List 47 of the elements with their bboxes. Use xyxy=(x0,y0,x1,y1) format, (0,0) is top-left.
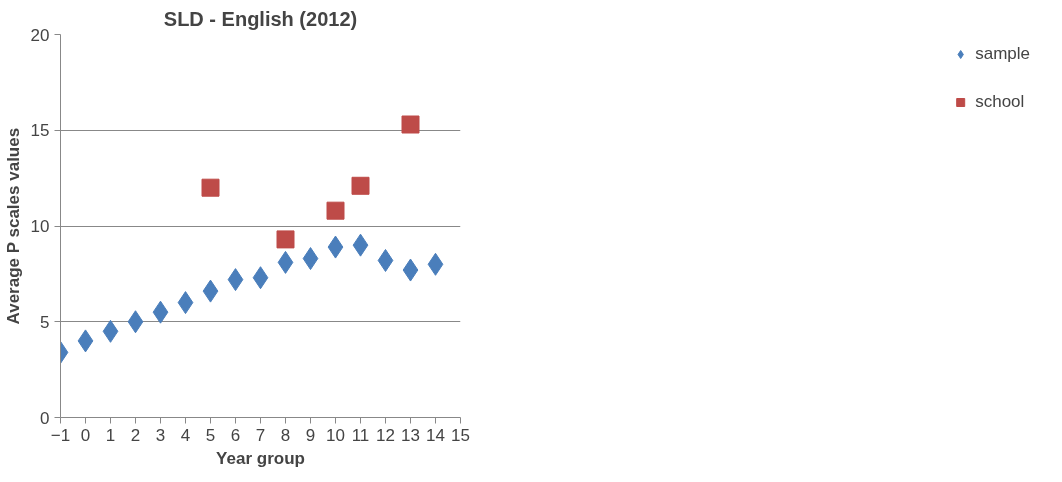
y-tick-label: 15 xyxy=(30,121,50,141)
point xyxy=(127,310,144,334)
point xyxy=(276,230,295,249)
x-axis-title: Year group xyxy=(216,448,305,468)
x-tick-label: 12 xyxy=(376,425,395,445)
chart-title: SLD - English (2012) xyxy=(163,7,358,30)
x-tick-label: 10 xyxy=(326,425,345,445)
y-axis-title: Average P scales values xyxy=(3,127,23,325)
point xyxy=(377,248,394,272)
point xyxy=(402,258,419,282)
legend-label: sample xyxy=(975,44,1030,64)
x-tick-label: 6 xyxy=(230,425,241,445)
point xyxy=(352,233,369,257)
point xyxy=(77,329,94,353)
x-tick-label: 9 xyxy=(305,425,316,445)
point xyxy=(351,176,370,195)
point xyxy=(326,201,345,220)
point xyxy=(327,235,344,259)
y-tick-label: 10 xyxy=(30,217,50,236)
x-tick-label: 5 xyxy=(205,425,216,445)
x-tick-label: 14 xyxy=(426,425,445,445)
x-tick-label: 15 xyxy=(451,425,470,445)
point xyxy=(177,291,194,315)
x-tick-label: 7 xyxy=(255,425,266,445)
point xyxy=(102,319,119,343)
point xyxy=(201,178,220,197)
x-tick-label: 11 xyxy=(351,425,370,445)
point xyxy=(202,279,219,303)
point xyxy=(227,268,244,292)
point xyxy=(152,300,169,324)
point xyxy=(427,252,444,276)
x-tick-label: 0 xyxy=(80,425,91,445)
legend-label: school xyxy=(975,92,1025,112)
point xyxy=(302,247,319,271)
y-tick-label: 20 xyxy=(30,25,50,45)
x-tick-label: 4 xyxy=(180,425,191,445)
point xyxy=(252,266,269,290)
x-tick-label: 2 xyxy=(130,425,141,445)
x-tick-label: 3 xyxy=(155,425,166,445)
x-tick-label: 8 xyxy=(280,425,291,445)
point xyxy=(401,115,420,134)
x-tick-label: −1 xyxy=(50,425,71,445)
x-tick-label: 13 xyxy=(401,425,420,445)
y-tick-label: 5 xyxy=(40,312,50,332)
y-tick-label: 0 xyxy=(40,408,50,428)
x-tick-label: 1 xyxy=(105,425,116,445)
point xyxy=(277,250,294,274)
